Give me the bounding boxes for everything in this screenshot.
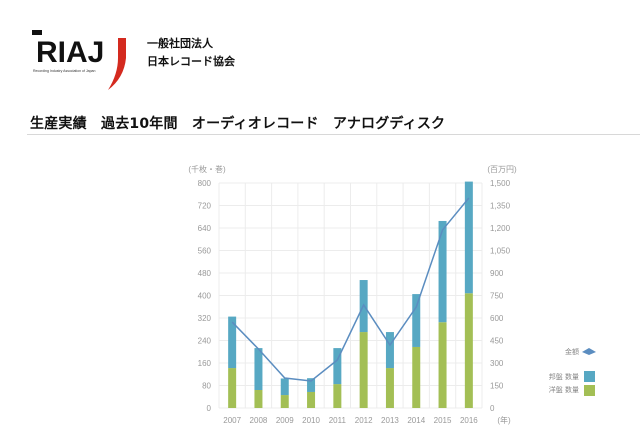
y-tick-right: 300 (490, 359, 504, 368)
y-tick-left: 160 (198, 359, 212, 368)
x-tick: 2008 (250, 416, 268, 425)
bar-foreign[interactable] (280, 395, 289, 408)
x-tick: 2010 (302, 416, 320, 425)
bar-domestic[interactable] (412, 294, 421, 347)
y-tick-left: 800 (198, 179, 212, 188)
legend-foreign-label: 洋盤 数量 (549, 385, 579, 394)
organization-name: 一般社団法人 日本レコード協会 (147, 35, 235, 71)
y-tick-left: 320 (198, 314, 212, 323)
x-tick: 2012 (355, 416, 373, 425)
y-tick-right: 900 (490, 269, 504, 278)
bar-foreign[interactable] (333, 384, 342, 408)
bar-domestic[interactable] (438, 220, 447, 323)
x-tick: 2009 (276, 416, 294, 425)
bar-domestic[interactable] (307, 378, 316, 392)
bar-domestic[interactable] (333, 348, 342, 385)
bar-foreign[interactable] (385, 368, 394, 408)
y-tick-left: 640 (198, 224, 212, 233)
bar-foreign[interactable] (438, 322, 447, 408)
org-line-2: 日本レコード協会 (147, 55, 235, 68)
x-tick: 2015 (434, 416, 452, 425)
amount-line[interactable] (231, 197, 470, 382)
riaj-logo: RIAJ Recording Industry Association of J… (32, 30, 126, 90)
y-tick-right: 750 (490, 292, 504, 301)
y-tick-left: 480 (198, 269, 212, 278)
bar-foreign[interactable] (412, 346, 421, 408)
svg-text:RIAJ: RIAJ (36, 36, 104, 69)
y-tick-left: 0 (207, 404, 212, 413)
org-line-1: 一般社団法人 (147, 37, 213, 50)
bar-foreign[interactable] (464, 293, 473, 408)
legend-foreign-swatch (584, 385, 595, 396)
bar-domestic[interactable] (464, 181, 473, 294)
bar-foreign[interactable] (359, 332, 368, 408)
bar-domestic[interactable] (228, 316, 237, 369)
y-tick-right: 450 (490, 337, 504, 346)
bar-foreign[interactable] (307, 391, 316, 408)
page-title: 生産実績 過去10年間 オーディオレコード アナログディスク (30, 116, 446, 132)
y-tick-right: 150 (490, 382, 504, 391)
legend-domestic-swatch (584, 371, 595, 382)
x-tick: 2014 (407, 416, 425, 425)
x-axis-label: (年) (497, 415, 511, 425)
x-tick: 2016 (460, 416, 478, 425)
y-tick-right: 1,050 (490, 247, 511, 256)
y-tick-right: 1,500 (490, 179, 511, 188)
x-tick: 2007 (223, 416, 241, 425)
y-tick-left: 80 (202, 382, 211, 391)
legend-amount-label: 金額 (565, 347, 579, 356)
bar-domestic[interactable] (254, 348, 263, 390)
y-tick-right: 1,350 (490, 202, 511, 211)
x-tick: 2011 (329, 416, 347, 425)
y-tick-left: 400 (198, 292, 212, 301)
legend-amount-icon (582, 348, 596, 355)
y-tick-left: 240 (198, 337, 212, 346)
y-tick-right: 600 (490, 314, 504, 323)
y-tick-right: 0 (490, 404, 495, 413)
bar-domestic[interactable] (280, 378, 289, 396)
y-tick-left: 720 (198, 202, 212, 211)
bar-foreign[interactable] (254, 390, 263, 408)
title-divider (27, 134, 640, 135)
legend-domestic-label: 邦盤 数量 (549, 372, 579, 381)
y-tick-left: 560 (198, 247, 212, 256)
bar-domestic[interactable] (385, 332, 394, 369)
logo-subtext: Recording Industry Association of Japan (33, 69, 96, 73)
x-tick: 2013 (381, 416, 399, 425)
y-axis-left-label: (千枚・巻) (188, 164, 226, 174)
y-axis-right-label: (百万円) (487, 165, 517, 174)
y-tick-right: 1,200 (490, 224, 511, 233)
bar-foreign[interactable] (228, 368, 237, 408)
